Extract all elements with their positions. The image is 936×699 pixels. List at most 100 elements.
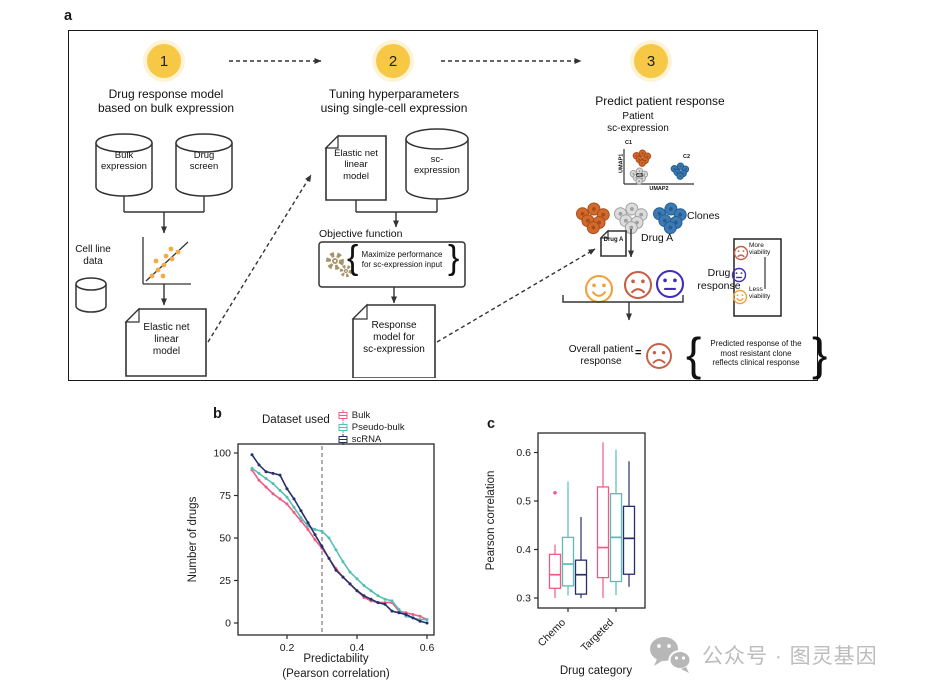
plot-border <box>537 432 646 609</box>
legend-label: Bulk <box>351 410 371 421</box>
y-tick-label: 0.5 <box>516 496 531 508</box>
cell-line-data-label: Cell line data <box>75 244 111 267</box>
drug-response-label: Drug response <box>697 267 741 292</box>
umap1-axis-label: UMAP1 <box>618 153 625 173</box>
y-axis-title: Number of drugs <box>187 496 199 582</box>
less-viability-label: Less viability <box>749 286 771 301</box>
box-Chemo-scRNA <box>574 559 588 595</box>
legend-item: Pseudo-bulk <box>337 422 405 433</box>
x-tick-label: 0.4 <box>350 642 365 654</box>
y-tick-label: 0.4 <box>516 544 531 556</box>
legend-item: scRNA <box>337 434 405 445</box>
neutral-face-icon <box>731 267 747 283</box>
wechat-icon <box>650 637 692 673</box>
y-axis-title: Pearson correlation <box>485 471 497 571</box>
group-label: Targeted <box>579 617 616 654</box>
line-chart-panel: 0 25 50 75 100 0.2 0.4 0.6 Number of drugs Predic… <box>182 436 462 699</box>
x-axis-title: (Pearson correlation) <box>282 668 390 680</box>
panel-b-label: b <box>213 406 222 422</box>
panel-a: 1 2 3 Drug response model based on bulk … <box>68 30 827 381</box>
response-model-doc-label: Response model for sc-expression <box>363 320 425 355</box>
gear-icon <box>326 252 344 270</box>
cluster-c2-label: C2 <box>683 154 691 160</box>
x-tick-label: 0.6 <box>420 642 435 654</box>
watermark-text: 公众号 · 图灵基因 <box>702 645 878 668</box>
legend-item: Bulk <box>337 410 405 421</box>
gear-icon <box>339 264 353 278</box>
scatter-dot <box>168 246 174 252</box>
more-viability-label: More viability <box>749 242 771 257</box>
group-label: Chemo <box>536 617 569 650</box>
drug-screen-cylinder-label: Drug screen <box>189 150 219 173</box>
series-Pseudo-bulk <box>251 467 427 621</box>
x-axis-title: Drug category <box>560 665 632 677</box>
step-3-badge: 3 <box>634 44 668 78</box>
y-tick-label: 75 <box>219 490 231 502</box>
legend-label: scRNA <box>351 434 382 445</box>
clones-label: Clones <box>687 210 720 222</box>
legend-items: Bulk Pseudo-bulk scRNA <box>337 410 405 445</box>
step-1-badge: 1 <box>147 44 181 78</box>
series-scRNA <box>251 454 428 624</box>
box-Targeted-Bulk <box>596 486 610 579</box>
neutral-face-icon <box>655 269 685 299</box>
y-tick-label: 50 <box>219 533 231 545</box>
cluster-c3-label: C3 <box>636 173 644 179</box>
scatter-dot <box>160 273 166 279</box>
scatter-dot <box>153 258 159 264</box>
box-Chemo-Pseudo-bulk <box>561 536 575 587</box>
y-tick-label: 0.3 <box>516 593 531 605</box>
arrow <box>436 248 596 343</box>
cluster-c1-label: C1 <box>625 140 633 146</box>
step-2-badge: 2 <box>376 44 410 78</box>
watermark: 公众号 · 图灵基因 <box>648 636 878 674</box>
patient-sc-expression-label: Patient sc-expression <box>607 111 669 134</box>
step-1-title: Drug response model based on bulk expres… <box>97 87 235 116</box>
frown-face-icon <box>623 270 653 300</box>
database-cylinder <box>405 139 469 200</box>
objective-brace-close: } <box>448 239 460 277</box>
elastic-net-doc-label: Elastic net linear model <box>143 322 190 357</box>
smile-face-icon <box>732 289 748 305</box>
boxplot-panel: 0.3 0.4 0.5 0.6 Chemo Targeted Pearson correla… <box>478 408 713 699</box>
drug-a-arrow-label: Drug A <box>641 232 674 244</box>
scatter-dot <box>149 273 155 279</box>
prediction-brace-open: { <box>686 328 702 380</box>
panel-a-label: a <box>64 8 73 24</box>
box-Targeted-scRNA <box>622 505 636 575</box>
step-2-title: Tuning hyperparameters using single-cell… <box>320 87 468 116</box>
legend-label: Pseudo-bulk <box>351 422 405 433</box>
box-chart: 0.3 0.4 0.5 0.6 Chemo Targeted Pearson correla… <box>485 432 646 677</box>
scatter-dot <box>175 249 181 255</box>
database-cylinder <box>75 284 107 313</box>
smile-face-icon <box>584 274 614 304</box>
y-tick-label: 0 <box>225 618 231 630</box>
objective-function-text: Maximize performance for sc-expression i… <box>361 250 443 269</box>
y-tick-label: 25 <box>219 575 231 587</box>
step-3-title: Predict patient response <box>595 94 725 108</box>
prediction-brace-close: } <box>812 328 828 380</box>
plot-border <box>237 443 435 636</box>
series-Bulk <box>251 469 428 621</box>
scatter-dot <box>161 262 167 268</box>
prediction-note: Predicted response of the most resistant… <box>710 339 802 368</box>
objective-brace-open: { <box>347 239 359 277</box>
y-tick-label: 0.6 <box>516 447 531 459</box>
legend-title: Dataset used <box>262 414 330 426</box>
scatter-dot <box>163 253 169 259</box>
frown-face-icon <box>733 245 749 261</box>
bulk-expression-cylinder-label: Bulk expression <box>101 150 147 173</box>
equals-sign: = <box>635 347 642 359</box>
boxplot-glyph-icon <box>338 422 348 433</box>
frown-face-icon <box>646 343 672 369</box>
umap2-axis-label: UMAP2 <box>649 186 669 192</box>
arrow <box>207 174 312 343</box>
outlier-point <box>553 490 557 495</box>
x-axis-title: Predictability <box>303 653 368 665</box>
elastic-net-doc2-label: Elastic net linear model <box>334 148 378 182</box>
scatter-dot <box>155 267 161 273</box>
dataset-legend: Dataset used Bulk Pseudo-bulk scRNA <box>262 410 405 445</box>
objective-function-title: Objective function <box>319 228 403 240</box>
sc-expression-cylinder-label: sc- expression <box>414 154 460 177</box>
